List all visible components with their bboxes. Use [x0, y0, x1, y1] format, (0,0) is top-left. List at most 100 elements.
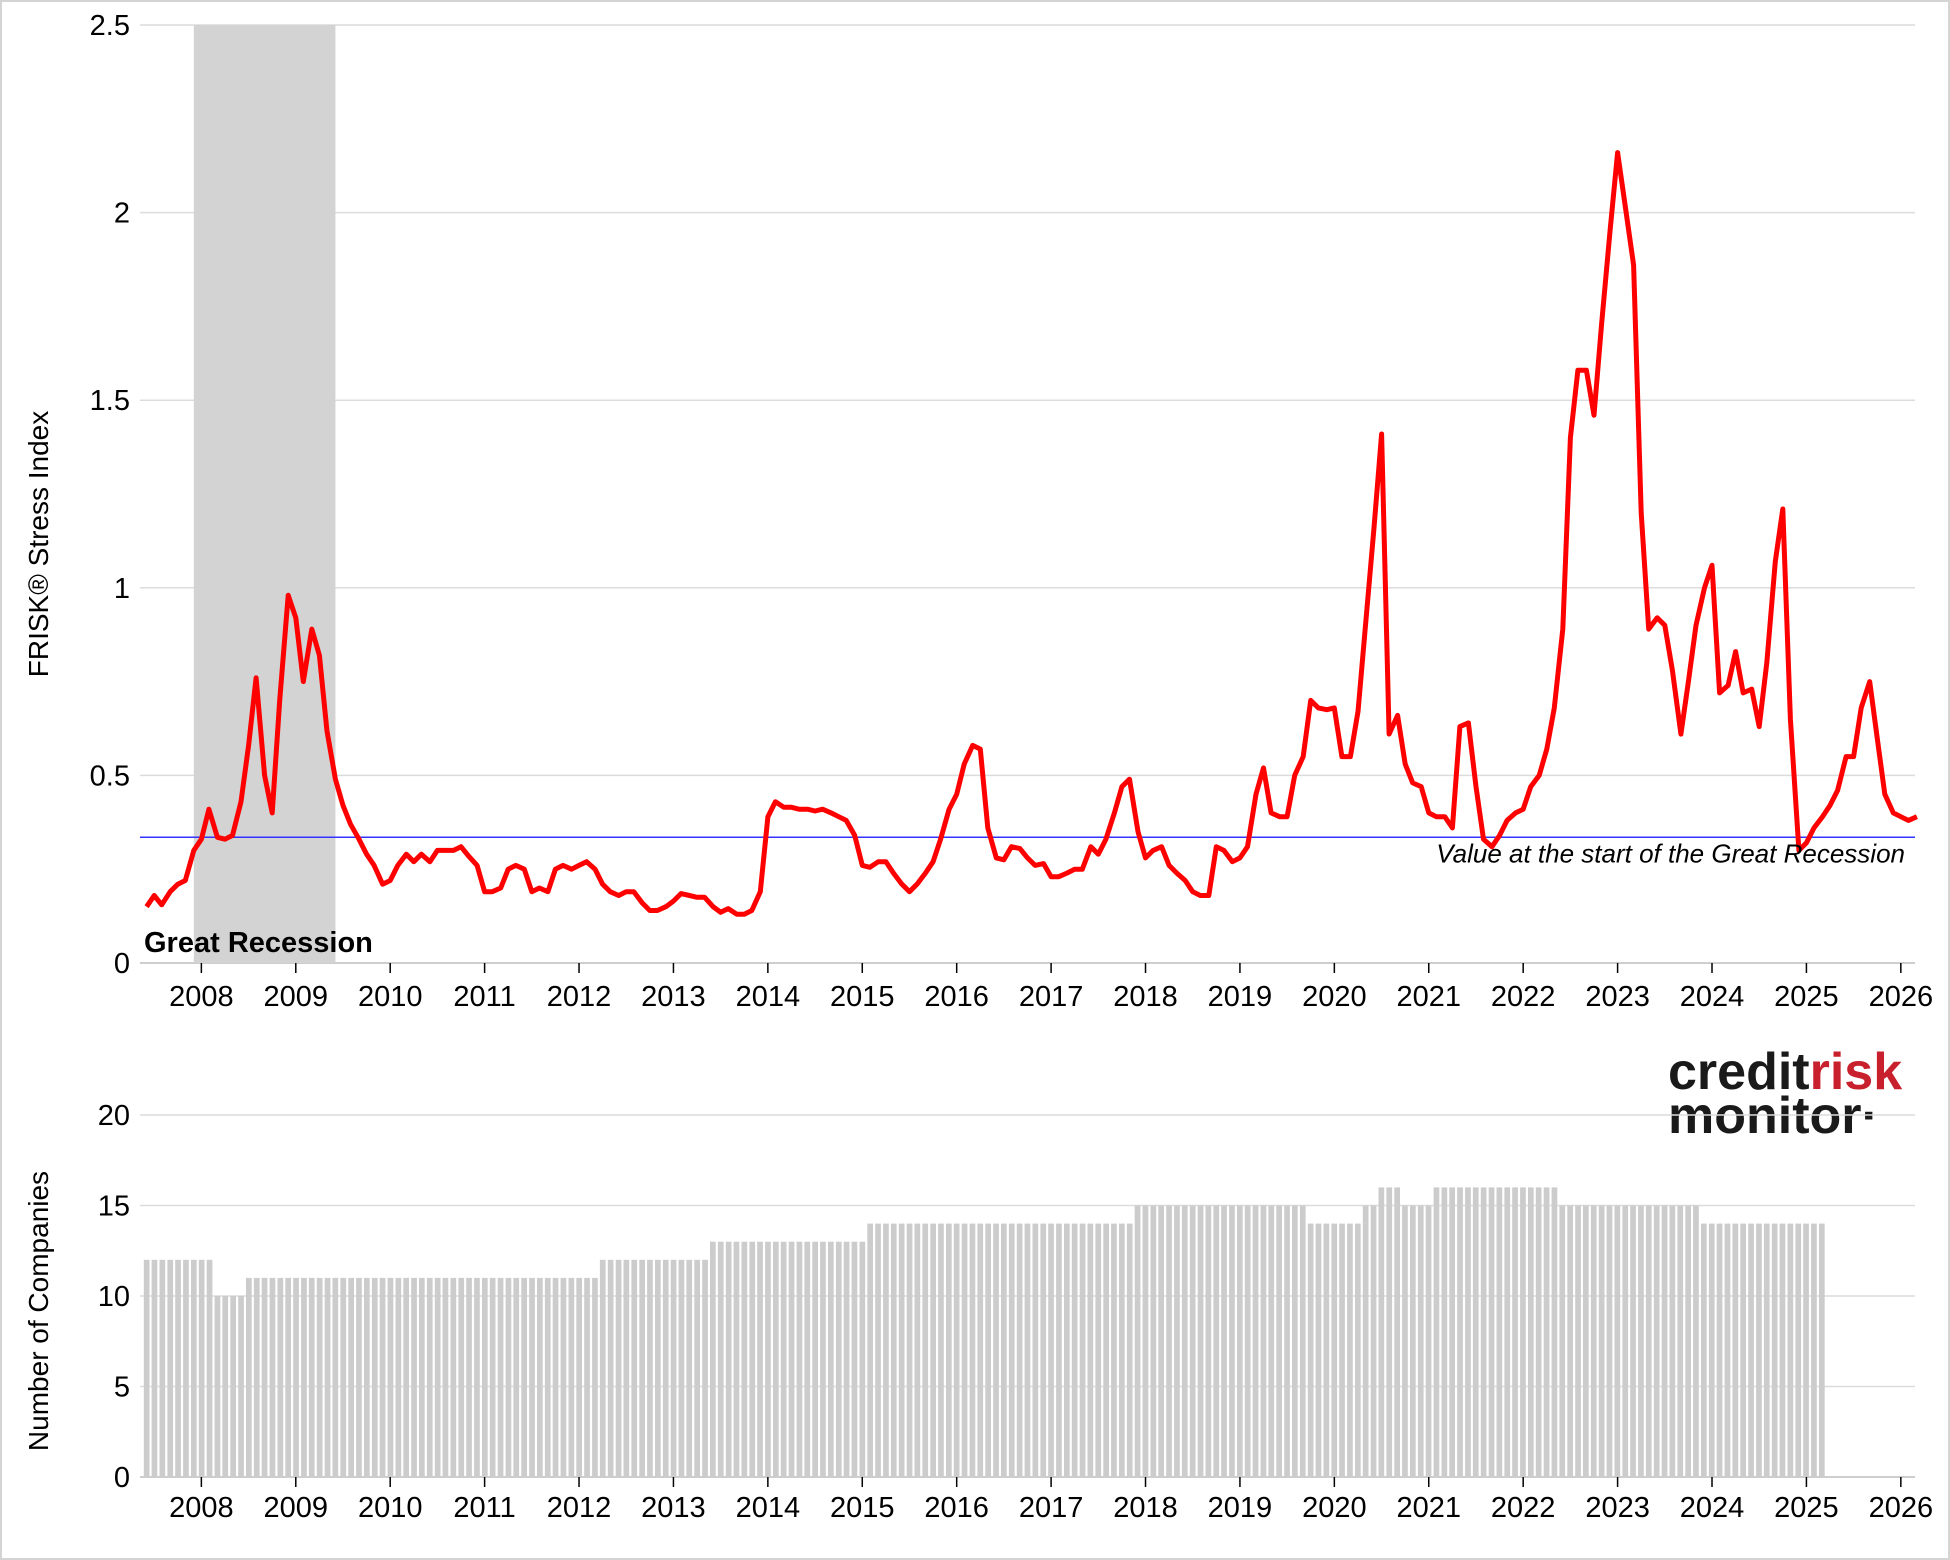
company-count-bar	[1638, 1205, 1644, 1477]
company-count-bar	[175, 1259, 181, 1477]
company-count-bar	[1016, 1223, 1023, 1477]
company-count-bar	[1008, 1223, 1015, 1477]
company-count-bar	[725, 1241, 732, 1477]
company-count-y-tick-label: 0	[114, 1462, 130, 1494]
company-count-bar	[883, 1223, 889, 1477]
company-count-y-tick-label: 10	[98, 1281, 130, 1313]
company-count-bar	[1708, 1223, 1715, 1477]
stress-index-y-tick-label: 0	[114, 948, 130, 980]
company-count-bar	[717, 1241, 724, 1477]
company-count-bar	[537, 1277, 543, 1477]
company-count-bar	[230, 1296, 236, 1477]
stress-index-y-tick-label: 1	[114, 573, 130, 605]
company-count-bar	[1410, 1205, 1416, 1477]
company-count-bar	[482, 1277, 488, 1477]
company-count-x-tick-label: 2022	[1491, 1492, 1556, 1524]
company-count-bar	[694, 1259, 700, 1477]
company-count-bar	[1417, 1205, 1424, 1477]
company-count-bar	[898, 1223, 905, 1477]
company-count-bar	[1551, 1187, 1558, 1477]
company-count-bar	[702, 1259, 708, 1477]
company-count-bar	[403, 1277, 409, 1477]
company-count-bar	[222, 1296, 229, 1477]
company-count-bar	[1811, 1223, 1817, 1477]
company-count-bar	[576, 1277, 582, 1477]
company-count-bar	[1716, 1223, 1723, 1477]
company-count-bar	[198, 1259, 205, 1477]
company-count-x-tick-label: 2008	[169, 1492, 234, 1524]
company-count-bar	[678, 1259, 685, 1477]
company-count-bar	[1449, 1187, 1455, 1477]
company-count-bar	[1465, 1187, 1471, 1477]
company-count-bar	[867, 1223, 873, 1477]
company-count-bar	[584, 1277, 590, 1477]
stress-index-x-tick-label: 2009	[264, 981, 329, 1013]
company-count-bar	[1268, 1205, 1275, 1477]
company-count-bar	[607, 1259, 614, 1477]
company-count-bar	[1347, 1223, 1353, 1477]
company-count-bar	[1213, 1205, 1220, 1477]
stress-index-y-axis-title: FRISK® Stress Index	[23, 411, 54, 678]
stress-index-x-tick-label: 2024	[1680, 981, 1745, 1013]
company-count-x-tick-label: 2026	[1869, 1492, 1934, 1524]
company-count-bar	[419, 1277, 425, 1477]
company-count-bar	[1189, 1205, 1196, 1477]
company-count-bar	[426, 1277, 433, 1477]
company-count-bar	[843, 1241, 850, 1477]
company-count-bar	[1559, 1205, 1566, 1477]
company-count-bar	[946, 1223, 952, 1477]
company-count-bar	[1693, 1205, 1699, 1477]
stress-index-x-tick-label: 2012	[547, 981, 612, 1013]
company-count-bar	[159, 1259, 166, 1477]
company-count-bar	[1095, 1223, 1102, 1477]
company-count-bar	[450, 1277, 457, 1477]
company-count-bar	[1205, 1205, 1212, 1477]
company-count-bar	[1433, 1187, 1440, 1477]
company-count-bar	[1040, 1223, 1047, 1477]
company-count-bar	[1740, 1223, 1746, 1477]
stress-index-x-tick-label: 2015	[830, 981, 895, 1013]
stress-index-x-tick-label: 2025	[1774, 981, 1839, 1013]
great-recession-band	[193, 25, 336, 963]
company-count-bar	[521, 1277, 527, 1477]
company-count-bar	[356, 1277, 362, 1477]
company-count-bar	[489, 1277, 496, 1477]
company-count-bar	[1221, 1205, 1227, 1477]
company-count-bar	[1119, 1223, 1125, 1477]
company-count-bar	[1535, 1187, 1542, 1477]
company-count-bar	[662, 1259, 669, 1477]
company-count-bar	[364, 1277, 370, 1477]
company-count-bar	[930, 1223, 936, 1477]
company-count-bar	[269, 1277, 276, 1477]
company-count-bar	[1402, 1205, 1408, 1477]
company-count-bar	[1528, 1187, 1534, 1477]
company-count-bar	[560, 1277, 567, 1477]
company-count-x-tick-label: 2011	[453, 1492, 515, 1524]
company-count-bar	[474, 1277, 480, 1477]
logo-word-credit: creditrisk	[1668, 1043, 1902, 1101]
company-count-bar	[922, 1223, 929, 1477]
company-count-bar	[411, 1277, 417, 1477]
company-count-bar	[1520, 1187, 1526, 1477]
company-count-bar	[1669, 1205, 1676, 1477]
company-count-bar	[1575, 1205, 1581, 1477]
company-count-bar	[458, 1277, 465, 1477]
company-count-x-tick-label: 2017	[1019, 1492, 1084, 1524]
company-count-bar	[1779, 1223, 1786, 1477]
stress-index-x-tick-label: 2026	[1869, 981, 1934, 1013]
company-count-bar	[788, 1241, 795, 1477]
company-count-bar	[1024, 1223, 1031, 1477]
stress-index-y-tick-label: 1.5	[90, 385, 130, 417]
company-count-bar	[293, 1277, 299, 1477]
company-count-bar	[1756, 1223, 1762, 1477]
company-count-bar	[686, 1259, 693, 1477]
company-count-bar	[875, 1223, 881, 1477]
company-count-bar	[670, 1259, 677, 1477]
company-count-y-ticks: 0 5 10 15 20	[98, 1100, 130, 1494]
company-count-bar	[253, 1277, 260, 1477]
company-count-bar	[773, 1241, 779, 1477]
company-count-bar	[1504, 1187, 1511, 1477]
company-count-bar	[1126, 1223, 1133, 1477]
stress-index-y-ticks: 0 0.5 1 1.5 2 2.5	[90, 10, 130, 980]
company-count-bar	[1488, 1187, 1495, 1477]
